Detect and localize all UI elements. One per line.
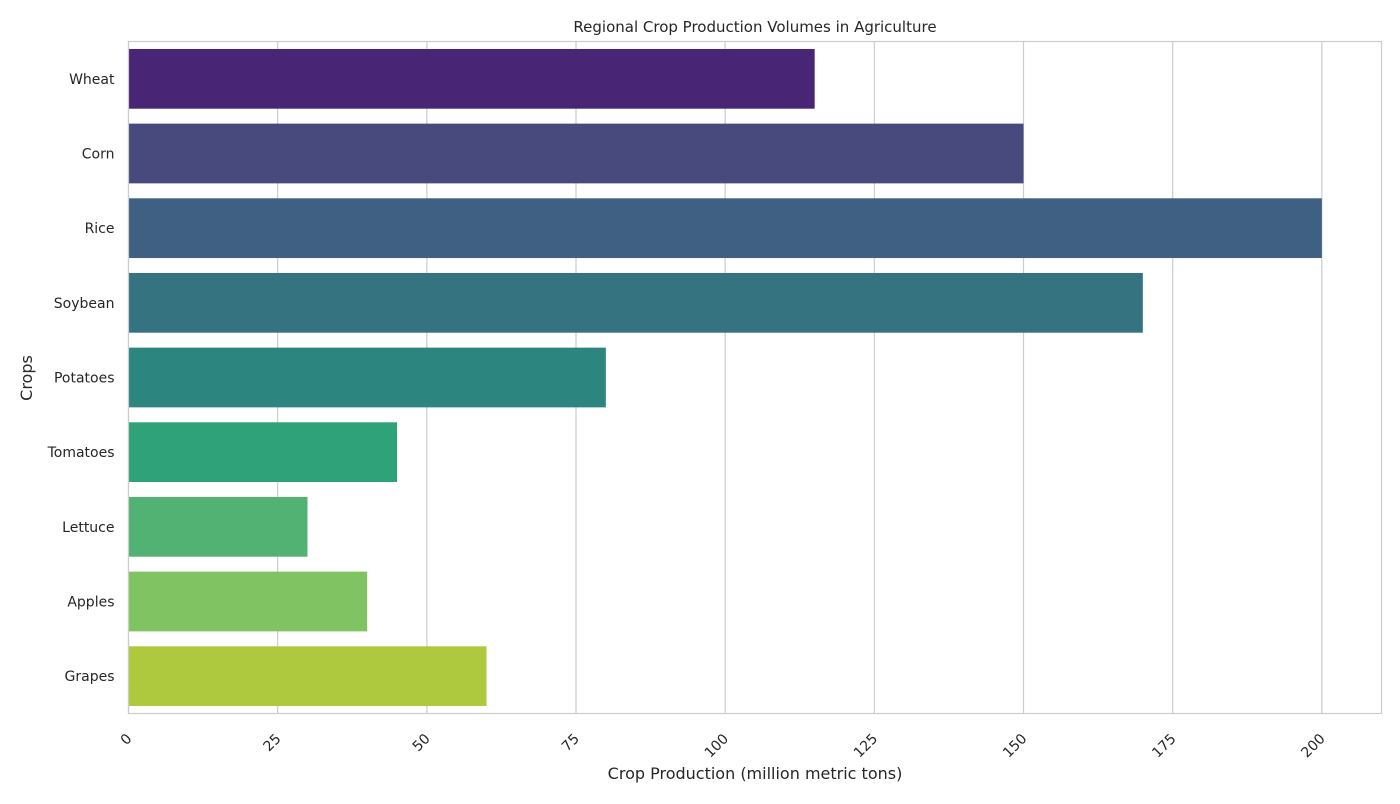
x-tick-label: 175 [1149, 731, 1179, 761]
x-tick-label: 200 [1298, 731, 1328, 761]
y-tick-label-potatoes: Potatoes [54, 371, 115, 387]
bar-lettuce [128, 496, 308, 557]
bar-corn [128, 123, 1024, 184]
x-axis-label: Crop Production (million metric tons) [608, 764, 903, 783]
y-tick-label-grapes: Grapes [65, 669, 115, 685]
y-tick-label-corn: Corn [82, 147, 115, 163]
chart-title: Regional Crop Production Volumes in Agri… [573, 18, 936, 36]
bar-soybean [128, 272, 1143, 333]
y-axis-label: Crops [17, 355, 36, 401]
y-tick-label-lettuce: Lettuce [62, 520, 114, 536]
plot-frame [127, 40, 1383, 715]
x-tick-label: 150 [1000, 731, 1030, 761]
bar-tomatoes [128, 422, 397, 483]
y-tick-label-apples: Apples [67, 595, 114, 611]
bars [128, 48, 1322, 707]
bar-rice [128, 198, 1322, 259]
x-tick-label: 100 [702, 731, 732, 761]
y-tick-label-wheat: Wheat [69, 72, 115, 88]
bar-potatoes [128, 347, 606, 408]
bar-wheat [128, 48, 815, 109]
y-tick-labels: Wheat Corn Rice Soybean Potatoes Tomatoes Lett… [47, 72, 115, 685]
x-tick-label: 0 [118, 731, 136, 749]
x-tick-label: 125 [851, 731, 881, 761]
x-tick-label: 25 [261, 731, 285, 755]
bar-apples [128, 571, 368, 632]
y-tick-label-tomatoes: Tomatoes [47, 445, 115, 461]
y-tick-label-rice: Rice [85, 221, 115, 237]
x-tick-labels: 0 25 50 75 100 125 150 175 200 [118, 731, 1329, 761]
x-tick-label: 75 [559, 731, 583, 755]
y-tick-label-soybean: Soybean [54, 296, 115, 312]
bar-grapes [128, 646, 487, 707]
x-tick-label: 50 [410, 731, 434, 755]
